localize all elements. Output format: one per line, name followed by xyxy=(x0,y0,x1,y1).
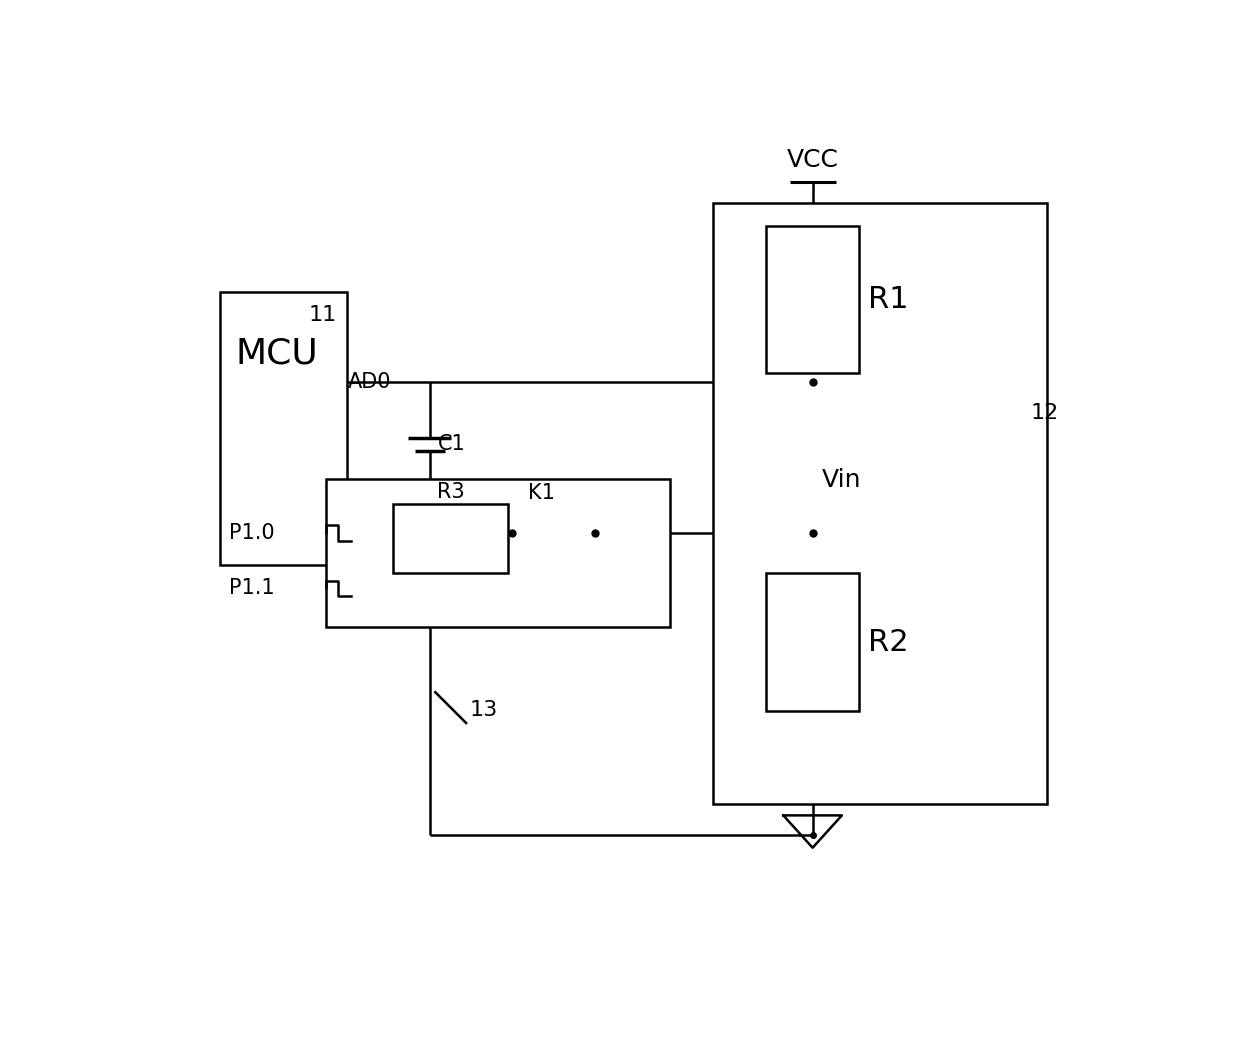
Text: VCC: VCC xyxy=(786,148,838,173)
Text: K1: K1 xyxy=(528,483,554,503)
Text: 12: 12 xyxy=(1030,403,1059,423)
Bar xyxy=(393,504,508,573)
Text: MCU: MCU xyxy=(236,337,317,370)
Text: P1.1: P1.1 xyxy=(229,579,274,599)
Text: R2: R2 xyxy=(868,628,909,656)
Bar xyxy=(326,479,670,627)
Bar xyxy=(713,203,1048,804)
Text: R3: R3 xyxy=(436,482,465,502)
Text: C1: C1 xyxy=(438,434,465,454)
Text: Vin: Vin xyxy=(822,468,862,492)
Text: AD0: AD0 xyxy=(348,371,392,392)
Bar xyxy=(766,573,859,711)
Text: 13: 13 xyxy=(470,700,498,720)
Text: R1: R1 xyxy=(868,285,909,313)
Bar xyxy=(766,226,859,372)
Bar xyxy=(219,291,347,565)
Text: 11: 11 xyxy=(309,305,336,325)
Text: P1.0: P1.0 xyxy=(229,523,274,543)
